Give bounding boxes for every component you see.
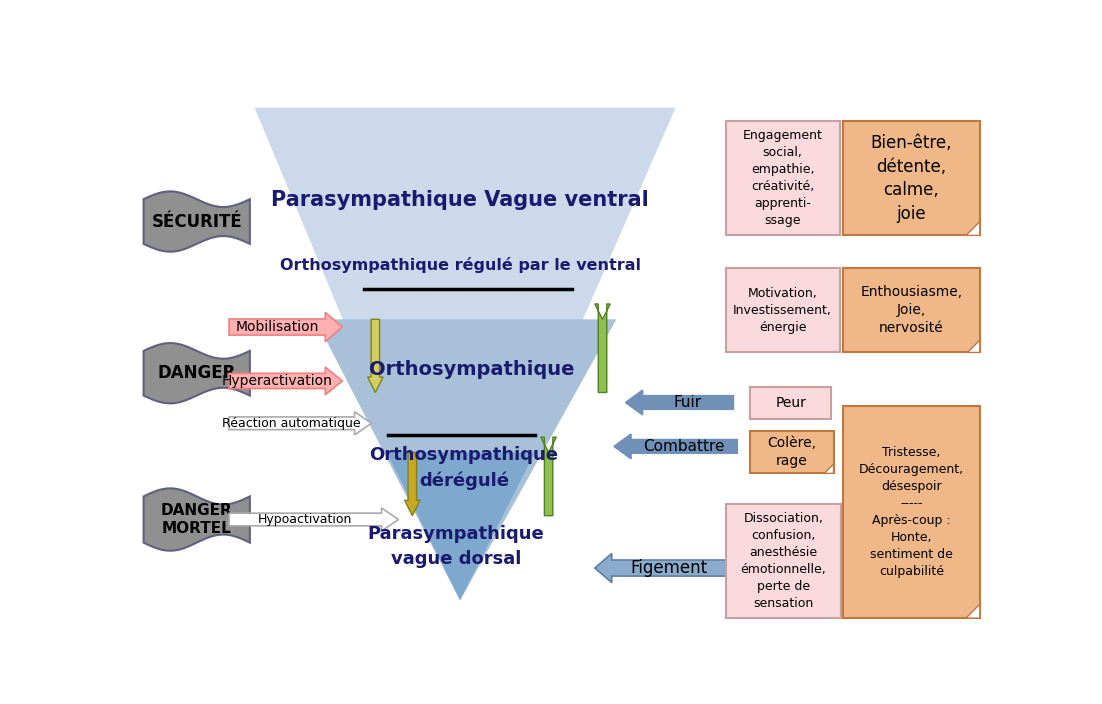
- Polygon shape: [595, 304, 611, 393]
- Text: Hypoactivation: Hypoactivation: [258, 513, 353, 526]
- Text: Orthosympathique
dérégulé: Orthosympathique dérégulé: [369, 446, 559, 490]
- Text: Motivation,
Investissement,
énergie: Motivation, Investissement, énergie: [733, 287, 832, 334]
- Polygon shape: [387, 453, 534, 601]
- Text: Figement: Figement: [630, 559, 707, 577]
- Text: Parasympathique Vague ventral: Parasympathique Vague ventral: [271, 190, 649, 210]
- Polygon shape: [968, 340, 980, 353]
- Polygon shape: [229, 367, 343, 395]
- Polygon shape: [595, 553, 726, 583]
- Text: Orthosympathique régulé par le ventral: Orthosympathique régulé par le ventral: [280, 258, 640, 273]
- Polygon shape: [229, 412, 371, 435]
- Text: Hyperactivation: Hyperactivation: [222, 374, 333, 388]
- Text: Parasympathique
vague dorsal: Parasympathique vague dorsal: [368, 525, 544, 568]
- Polygon shape: [726, 268, 840, 353]
- Text: Fuir: Fuir: [674, 395, 702, 410]
- Polygon shape: [626, 390, 734, 415]
- Text: Engagement
social,
empathie,
créativité,
apprenti-
ssage: Engagement social, empathie, créativité,…: [743, 130, 822, 227]
- Text: Bien-être,
détente,
calme,
joie: Bien-être, détente, calme, joie: [871, 134, 952, 223]
- Text: DANGER
MORTEL: DANGER MORTEL: [161, 503, 233, 536]
- Polygon shape: [726, 122, 840, 235]
- Text: Dissociation,
confusion,
anesthésie
émotionnelle,
perte de
sensation: Dissociation, confusion, anesthésie émot…: [741, 512, 826, 610]
- Polygon shape: [750, 387, 831, 420]
- Polygon shape: [255, 108, 676, 601]
- Polygon shape: [824, 464, 833, 473]
- Polygon shape: [966, 604, 980, 618]
- Text: DANGER: DANGER: [158, 364, 236, 382]
- Polygon shape: [229, 313, 343, 341]
- Polygon shape: [143, 343, 250, 403]
- Text: Réaction automatique: Réaction automatique: [223, 417, 361, 429]
- Text: Orthosympathique: Orthosympathique: [369, 360, 574, 379]
- Polygon shape: [229, 508, 399, 531]
- Polygon shape: [614, 434, 737, 459]
- Polygon shape: [750, 431, 833, 473]
- Polygon shape: [404, 453, 420, 515]
- Text: Mobilisation: Mobilisation: [236, 320, 318, 334]
- Polygon shape: [843, 268, 980, 353]
- Text: Tristesse,
Découragement,
désespoir
-----
Après-coup :
Honte,
sentiment de
culpa: Tristesse, Découragement, désespoir ----…: [858, 446, 964, 578]
- Polygon shape: [843, 122, 980, 235]
- Polygon shape: [368, 320, 383, 393]
- Polygon shape: [143, 191, 250, 251]
- Polygon shape: [541, 437, 557, 515]
- Polygon shape: [843, 406, 980, 618]
- Text: Colère,
rage: Colère, rage: [767, 436, 817, 468]
- Text: Combattre: Combattre: [644, 439, 725, 454]
- Polygon shape: [143, 489, 250, 551]
- Polygon shape: [315, 320, 616, 601]
- Polygon shape: [726, 504, 841, 618]
- Polygon shape: [966, 222, 980, 235]
- Text: Peur: Peur: [776, 396, 807, 410]
- Text: Enthousiasme,
Joie,
nervosité: Enthousiasme, Joie, nervosité: [861, 284, 962, 336]
- Text: SÉCURITÉ: SÉCURITÉ: [151, 213, 242, 230]
